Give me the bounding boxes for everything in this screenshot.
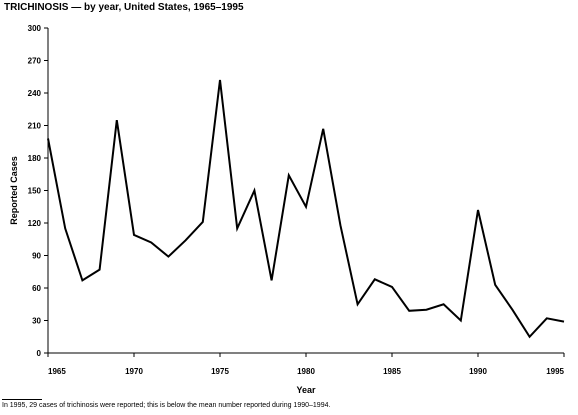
series-line [47,79,565,339]
y-tick-label: 300 [28,24,42,33]
y-tick-label: 30 [32,317,41,326]
footnote-divider [2,399,42,400]
y-tick-label: 60 [32,284,41,293]
y-axis-title: Reported Cases [9,156,19,225]
y-tick-label: 270 [28,57,42,66]
x-axis-title: Year [296,385,316,395]
chart-ticks: 0 30 60 90 120 150 180 210 240 270 300 1965 1970 1975… [28,24,565,376]
x-tick-label: 1965 [48,367,66,376]
x-tick-label: 1970 [125,367,143,376]
x-tick-label: 1985 [383,367,401,376]
y-tick-label: 120 [28,219,42,228]
chart-plot-area [47,79,565,339]
chart-title: TRICHINOSIS — by year, United States, 19… [4,2,244,13]
x-tick-label: 1980 [297,367,315,376]
y-tick-label: 210 [28,122,42,131]
y-tick-label: 180 [28,154,42,163]
y-tick-label: 90 [32,252,41,261]
y-tick-label: 240 [28,89,42,98]
x-tick-label: 1995 [546,367,564,376]
y-tick-label: 150 [28,187,42,196]
y-tick-label: 0 [37,349,42,358]
chart-axes [47,28,564,354]
x-tick-label: 1990 [469,367,487,376]
x-tick-label: 1975 [211,367,229,376]
footnote: In 1995, 29 cases of trichinosis were re… [2,402,331,409]
